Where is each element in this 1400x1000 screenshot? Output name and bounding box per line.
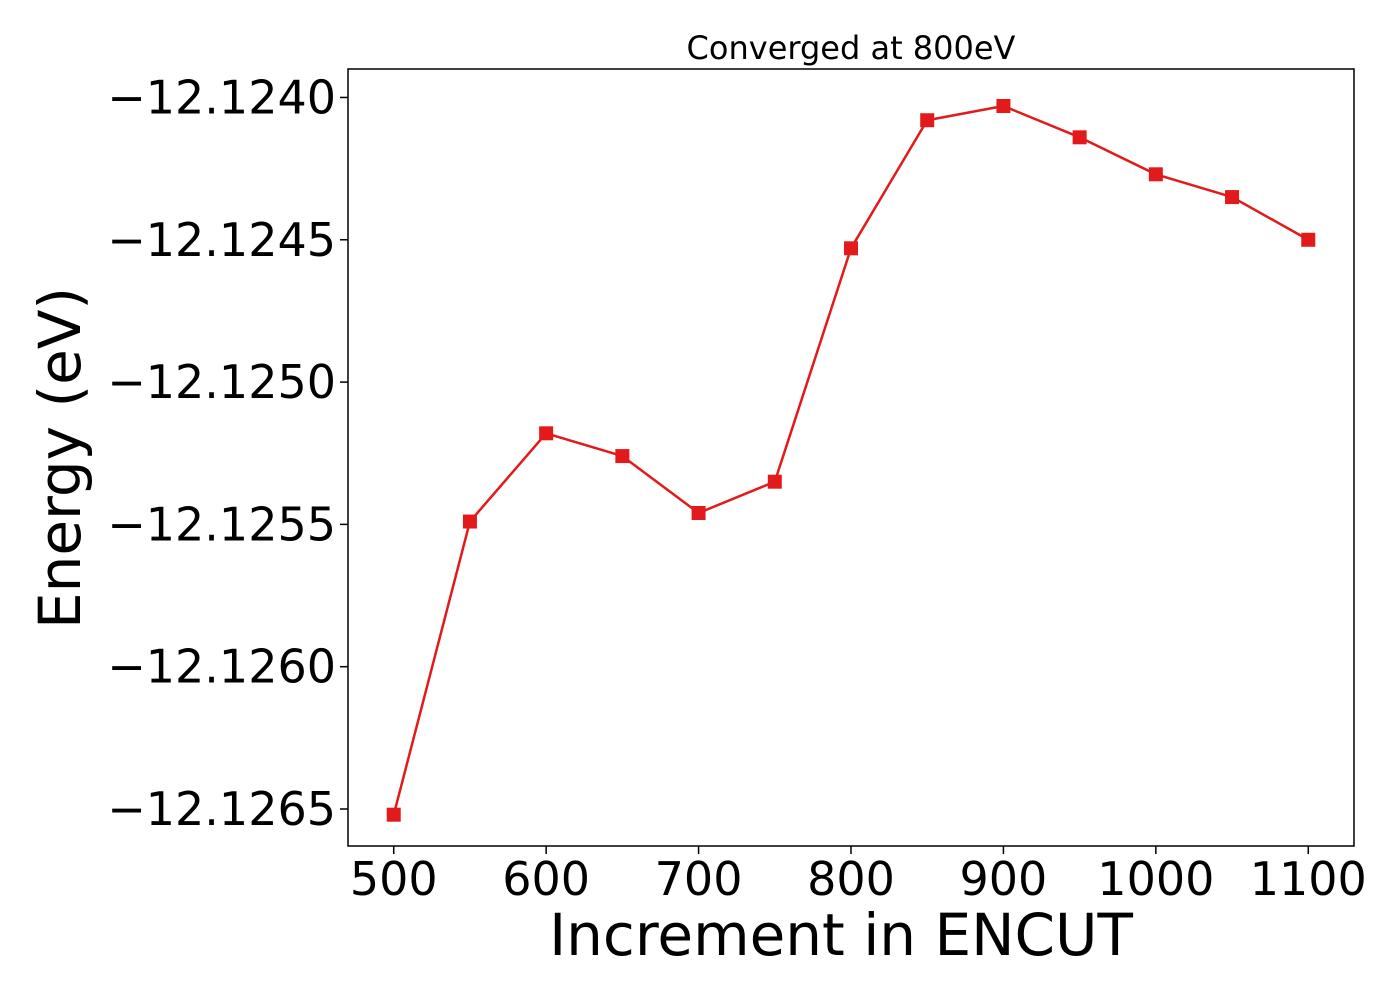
data-point-marker	[996, 99, 1011, 113]
x-axis-ticks: 500 600 700 800 900 1000 1100	[350, 846, 1367, 906]
x-tick-label: 500	[350, 852, 438, 906]
y-tick-label: −12.1250	[107, 355, 336, 409]
data-point-marker	[920, 113, 935, 128]
x-axis-label: Increment in ENCUT	[549, 901, 1133, 969]
y-tick-label: −12.1245	[107, 213, 336, 267]
y-tick-label: −12.1255	[107, 497, 336, 551]
y-axis-label: Energy (eV)	[26, 287, 94, 629]
series-line	[392, 104, 1309, 816]
y-axis-ticks: −12.1240 −12.1245 −12.1250 −12.1255 −12.1260…	[107, 70, 348, 836]
series-layer	[386, 99, 1316, 822]
data-point-marker	[844, 241, 858, 256]
data-point-marker	[386, 807, 401, 822]
data-point-marker	[1072, 130, 1087, 145]
data-point-marker	[539, 426, 554, 441]
plot-frame	[347, 68, 1355, 847]
y-tick-label: −12.1265	[107, 782, 336, 836]
data-point-marker	[767, 474, 782, 489]
x-tick-label: 900	[960, 852, 1048, 906]
x-tick-label: 600	[502, 852, 590, 906]
data-point-marker	[462, 514, 477, 529]
data-point-marker	[691, 506, 706, 520]
y-tick-label: −12.1260	[107, 640, 336, 694]
data-point-marker	[1148, 167, 1163, 182]
y-tick-label: −12.1240	[107, 70, 336, 124]
x-tick-label: 700	[655, 852, 743, 906]
chart-title: Converged at 800eV	[687, 29, 1016, 67]
data-point-marker	[1225, 190, 1240, 205]
x-tick-label: 1100	[1250, 852, 1367, 906]
data-point-marker	[1301, 232, 1316, 247]
x-tick-label: 1000	[1097, 852, 1214, 906]
x-tick-label: 800	[807, 852, 895, 906]
data-point-marker	[615, 449, 630, 464]
